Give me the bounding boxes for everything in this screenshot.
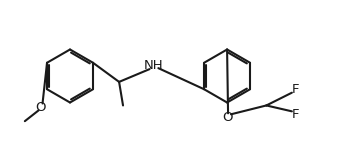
Text: NH: NH — [143, 59, 163, 72]
Text: F: F — [292, 108, 299, 121]
Text: O: O — [35, 101, 46, 114]
Text: F: F — [292, 83, 299, 96]
Text: O: O — [222, 111, 232, 124]
